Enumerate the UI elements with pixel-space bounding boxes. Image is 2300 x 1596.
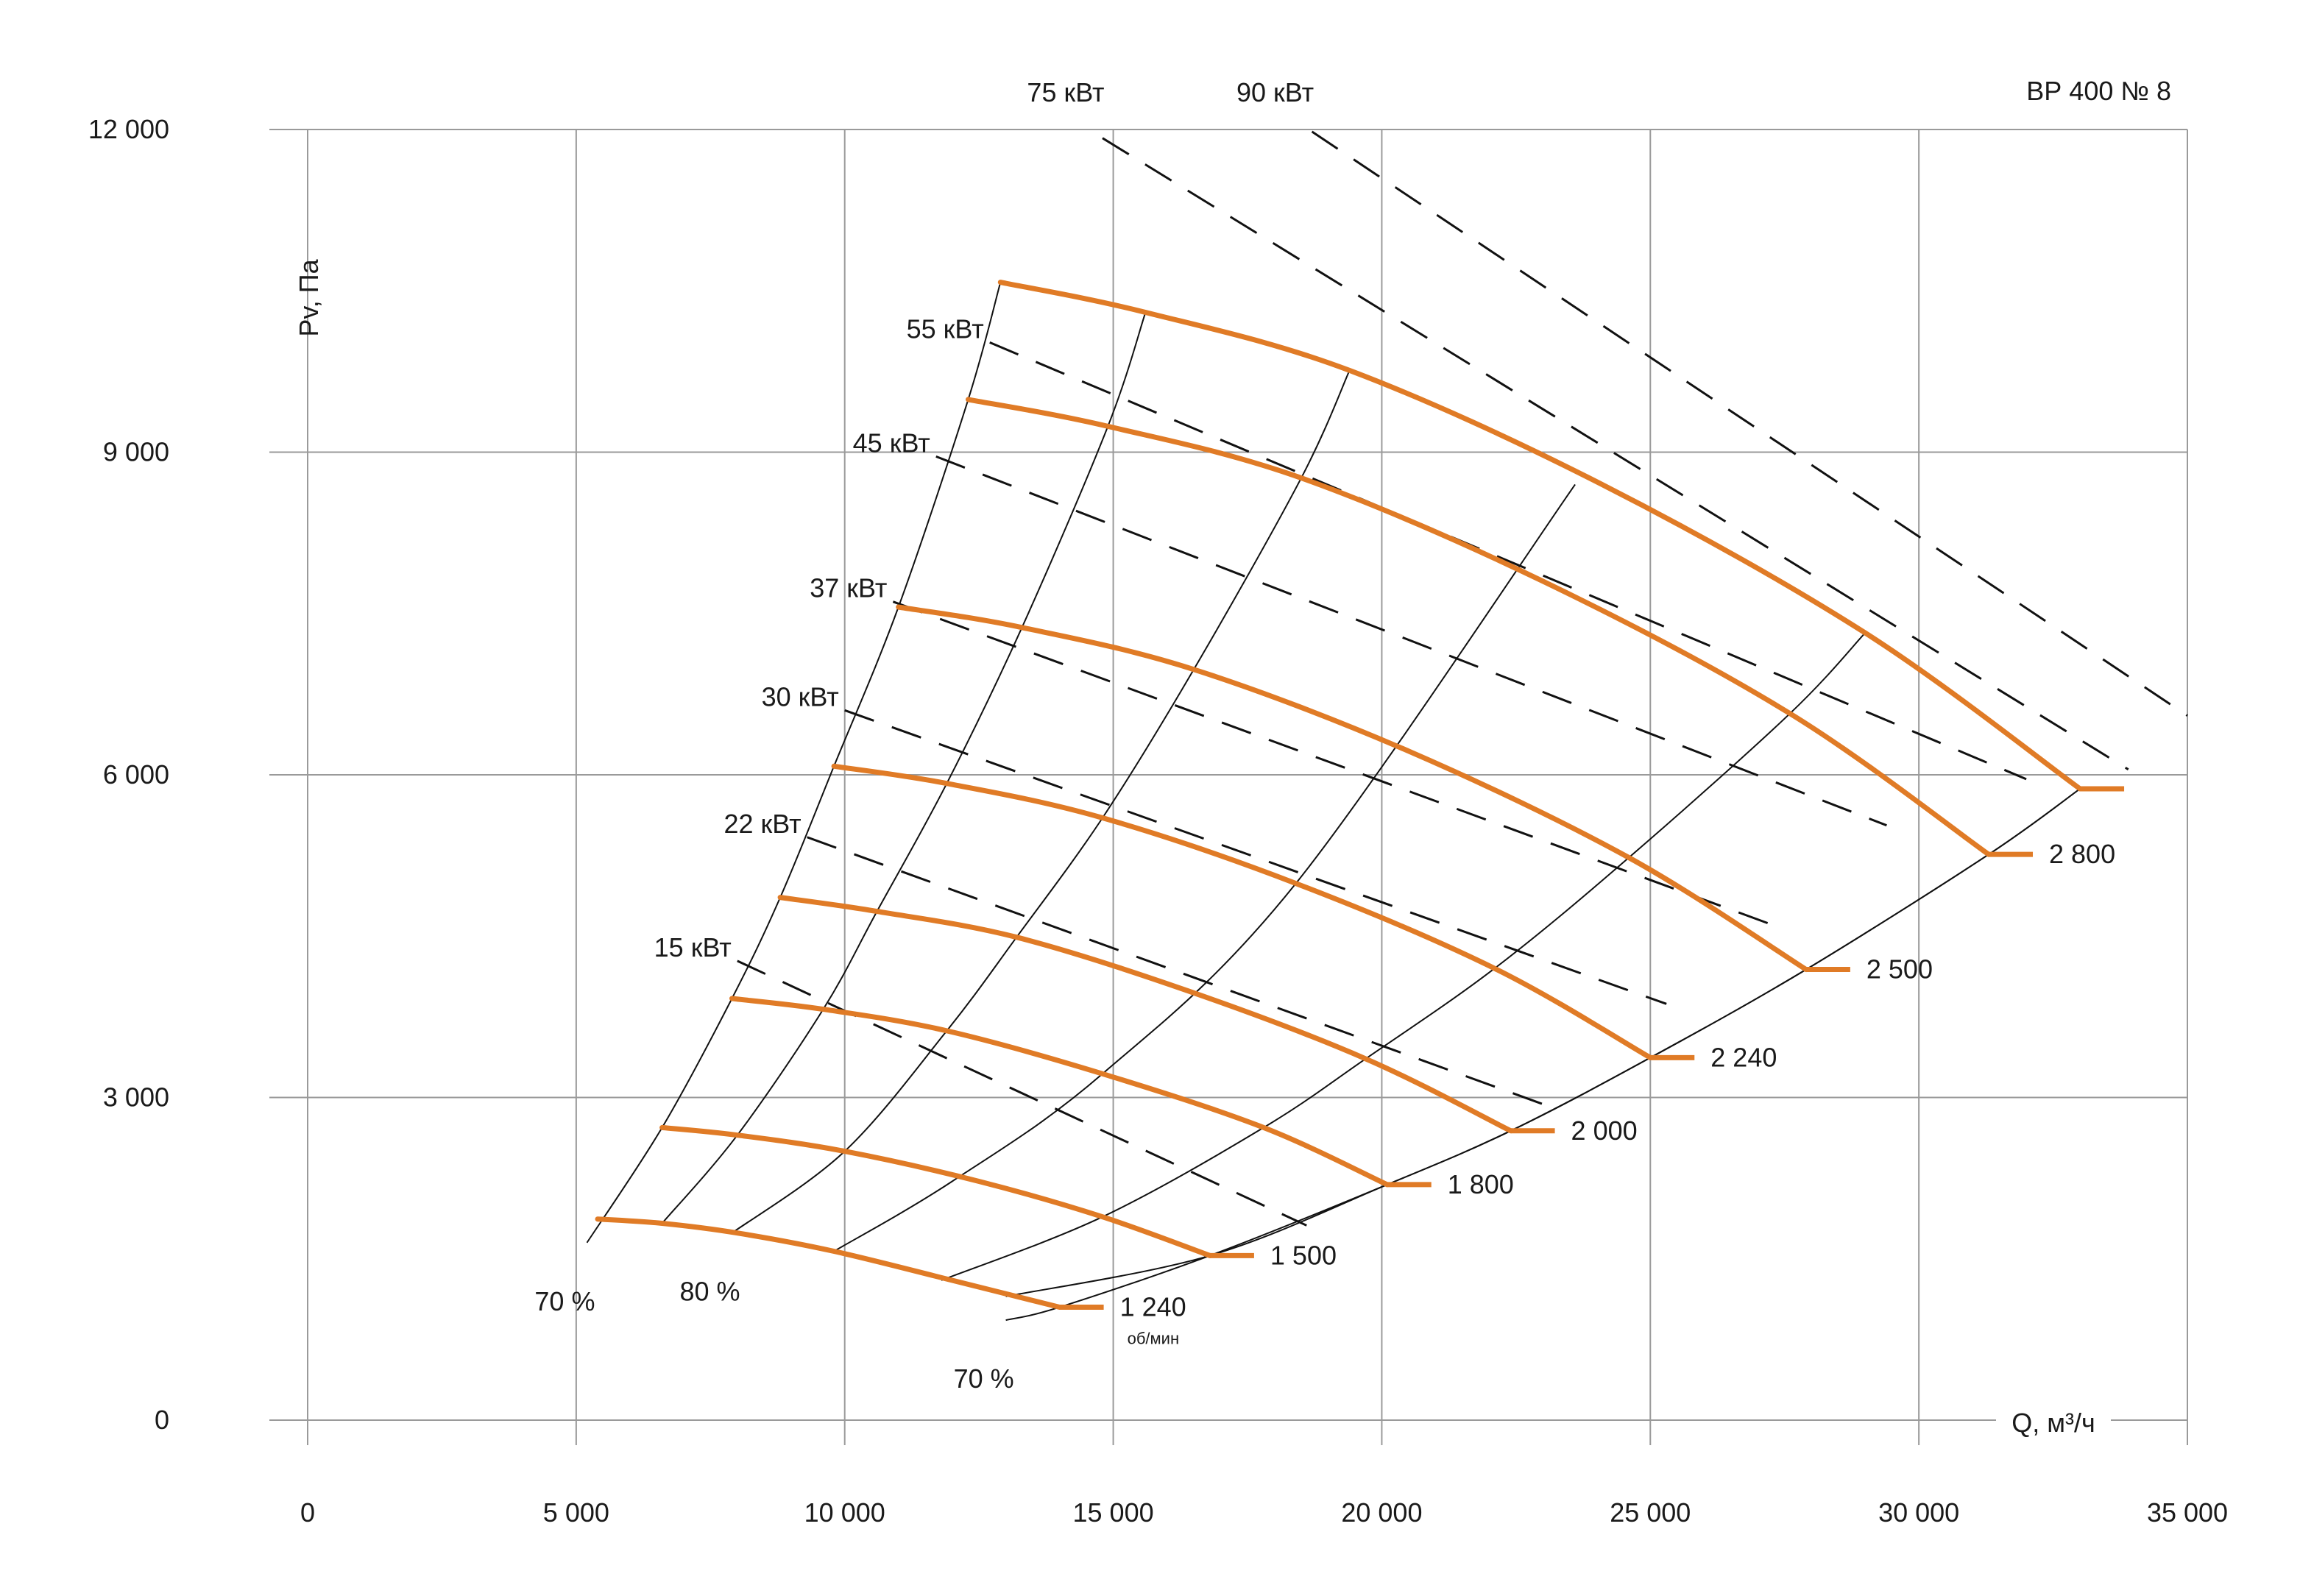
y-axis-title: Pv, Па [294, 258, 324, 336]
speed-label: 1 240 [1120, 1292, 1186, 1322]
x-tick-label: 35 000 [2147, 1497, 2228, 1528]
x-tick-label: 20 000 [1341, 1497, 1422, 1528]
speed-curve [595, 1216, 1063, 1310]
power-line [1311, 130, 2188, 717]
efficiency-line [941, 632, 1866, 1281]
y-tick-label: 6 000 [103, 759, 169, 790]
power-line-label: 37 кВт [810, 573, 887, 603]
labels: ВР 400 № 8 Pv, Па Q, м³/ч [294, 76, 2171, 1441]
speed-label: 1 500 [1270, 1240, 1337, 1270]
x-tick-label: 15 000 [1073, 1497, 1154, 1528]
speed-curve [896, 604, 1809, 973]
efficiency-label: 70 % [954, 1363, 1014, 1394]
speed-curve [777, 895, 1514, 1134]
y-tick-label: 9 000 [103, 437, 169, 467]
speed-label: 2 240 [1710, 1042, 1777, 1072]
power-line-label: 55 кВт [907, 313, 984, 344]
x-tick-label: 10 000 [804, 1497, 885, 1528]
speed-curve [831, 763, 1653, 1060]
power-line-label: 30 кВт [762, 681, 839, 712]
speed-unit-label: об/мин [1128, 1330, 1180, 1348]
power-line [807, 836, 1549, 1107]
x-axis-title: Q, м³/ч [2011, 1408, 2095, 1438]
y-tick-label: 3 000 [103, 1082, 169, 1113]
power-line-label: 75 кВт [1027, 77, 1104, 107]
x-tick-label: 30 000 [1878, 1497, 1959, 1528]
grid: 0 3 000 6 000 9 000 12 000 0 5 000 10 000 15 000… [88, 114, 2228, 1528]
x-tick-label: 0 [300, 1497, 315, 1528]
speed-curve [729, 996, 1390, 1188]
efficiency-label: 80 % [679, 1277, 740, 1307]
efficiency-line [1005, 788, 2081, 1322]
power-line [892, 600, 1774, 927]
efficiency-line [833, 483, 1576, 1252]
speed-label: 1 800 [1448, 1169, 1514, 1199]
power-line-label: 45 кВт [853, 428, 930, 458]
power-line [844, 709, 1667, 1005]
speed-label: 2 500 [1866, 954, 1933, 985]
power-line [1102, 137, 2129, 770]
power-line [935, 455, 1887, 827]
x-axis-title-bg [1996, 1402, 2111, 1441]
speed-curves: 1 240 об/мин 1 500 1 800 2 000 2 240 2 500 2 80… [595, 280, 2125, 1348]
power-line-label: 22 кВт [724, 809, 802, 839]
efficiency-line [586, 282, 1002, 1244]
efficiency-line [731, 369, 1351, 1234]
speed-label: 2 000 [1571, 1116, 1638, 1146]
speed-label: 2 800 [2049, 839, 2115, 869]
power-line [737, 960, 1307, 1227]
speed-curve [966, 397, 1992, 857]
efficiency-line [661, 312, 1147, 1224]
efficiency-label: 70 % [534, 1286, 595, 1316]
x-tick-label: 5 000 [543, 1497, 609, 1528]
y-tick-label: 12 000 [88, 114, 169, 144]
power-line-label: 90 кВт [1236, 77, 1314, 107]
power-line [989, 341, 2027, 781]
power-lines: 15 кВт 22 кВт 30 кВт 37 кВт 45 кВт 55 кВт 75 к… [654, 77, 2188, 1227]
y-tick-label: 0 [155, 1405, 169, 1435]
efficiency-lines: 70 % 80 % 70 % [534, 282, 2081, 1394]
speed-curve [659, 1124, 1213, 1258]
x-tick-label: 25 000 [1610, 1497, 1691, 1528]
speed-curve [997, 280, 2083, 792]
power-line-label: 15 кВт [654, 932, 732, 962]
chart-title: ВР 400 № 8 [2026, 76, 2171, 106]
